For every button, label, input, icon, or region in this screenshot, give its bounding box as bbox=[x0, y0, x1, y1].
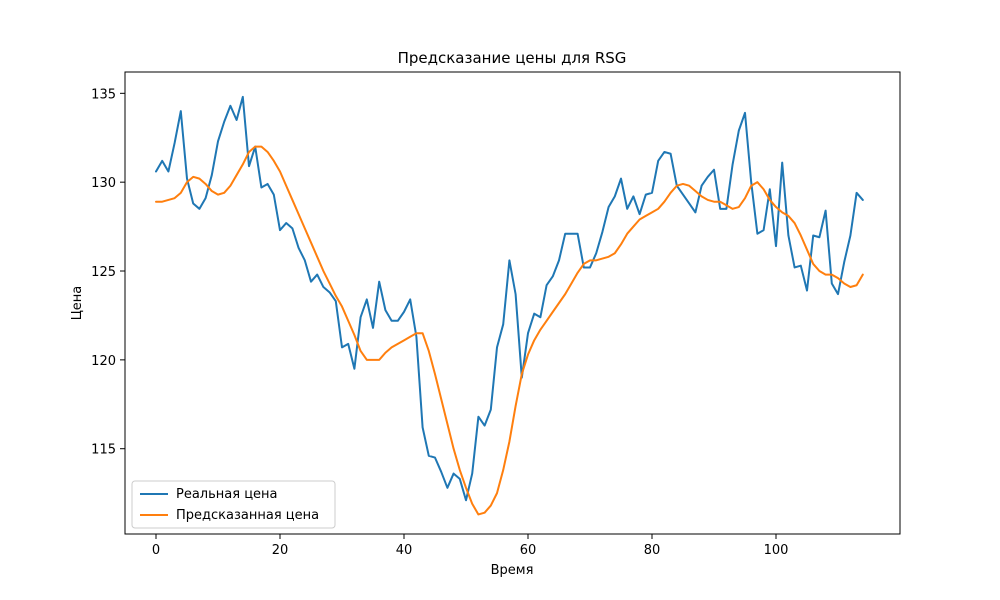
y-axis: 115 120 125 130 135 bbox=[91, 87, 125, 458]
x-axis: 0 20 40 60 80 100 bbox=[152, 534, 789, 558]
x-tick-label: 0 bbox=[152, 543, 160, 558]
legend-box bbox=[131, 480, 336, 529]
y-tick-label: 135 bbox=[91, 87, 116, 102]
x-tick-label: 20 bbox=[272, 543, 289, 558]
series-layer bbox=[155, 95, 864, 516]
x-tick-label: 100 bbox=[764, 543, 789, 558]
x-axis-label: Время bbox=[491, 563, 534, 578]
legend: Реальная цена Предсказанная цена bbox=[131, 480, 336, 529]
plot-frame bbox=[124, 71, 901, 535]
y-tick-label: 125 bbox=[91, 265, 116, 280]
y-tick-label: 130 bbox=[91, 176, 116, 191]
y-tick-label: 120 bbox=[91, 354, 116, 369]
chart-title: Предсказание цены для RSG bbox=[398, 49, 627, 67]
y-tick-label: 115 bbox=[91, 443, 116, 458]
series-line-1 bbox=[155, 145, 864, 516]
legend-label-predicted: Предсказанная цена bbox=[176, 508, 319, 523]
series-line-0 bbox=[155, 95, 864, 502]
x-tick-label: 40 bbox=[396, 543, 413, 558]
x-tick-label: 60 bbox=[520, 543, 537, 558]
plot-area bbox=[124, 71, 901, 535]
x-tick-label: 80 bbox=[644, 543, 661, 558]
y-axis-label: Цена bbox=[70, 286, 85, 321]
legend-label-real: Реальная цена bbox=[176, 487, 278, 502]
